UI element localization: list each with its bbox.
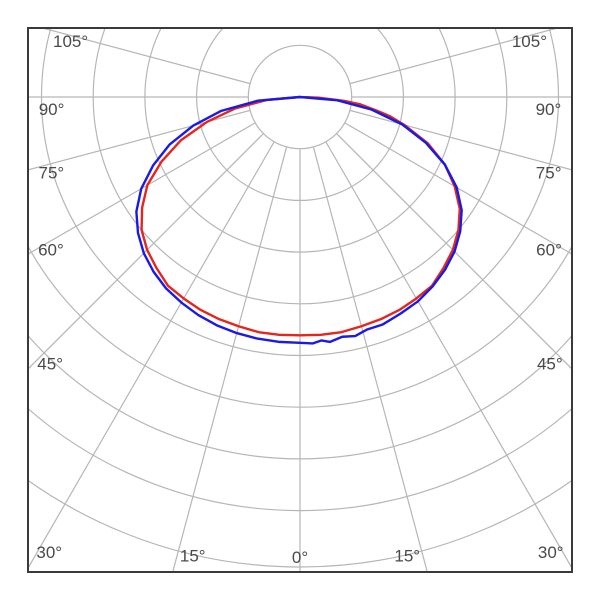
angle-label: 45° — [37, 355, 63, 374]
polar-chart: 105° 90° 75° 60° 45° 30° 15° 0° 15° 30° 45° 60° 75° 9… — [0, 0, 600, 600]
angle-label: 30° — [538, 543, 564, 562]
angle-label: 15° — [394, 547, 420, 566]
angle-label: 60° — [38, 241, 64, 260]
angle-label: 105° — [512, 32, 547, 51]
angle-label: 105° — [53, 32, 88, 51]
angle-label: 45° — [537, 355, 563, 374]
angle-label: 75° — [536, 164, 562, 183]
angle-label: 90° — [39, 100, 65, 119]
angle-label: 90° — [536, 100, 562, 119]
angle-label: 15° — [180, 547, 206, 566]
angle-label: 60° — [536, 241, 562, 260]
angle-label: 30° — [36, 543, 62, 562]
angle-label: 0° — [292, 548, 308, 567]
angle-label: 75° — [39, 164, 65, 183]
